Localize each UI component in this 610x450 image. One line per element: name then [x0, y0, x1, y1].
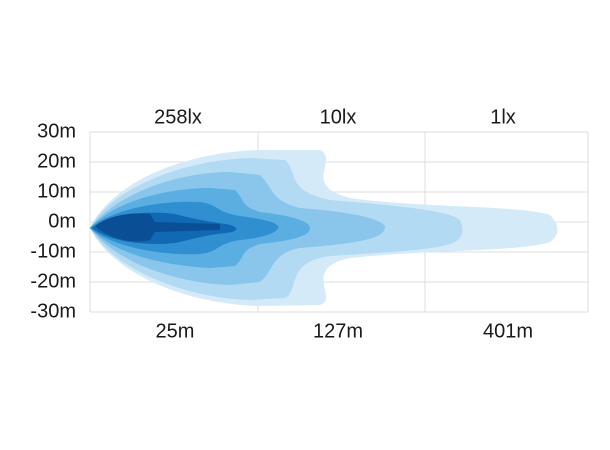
y-label: -20m: [30, 270, 76, 292]
lux-label: 1lx: [490, 106, 516, 128]
lux-label: 258lx: [154, 106, 202, 128]
distance-labels: 25m 127m 401m: [156, 320, 533, 342]
y-labels: 30m 20m 10m 0m -10m -20m -30m: [30, 120, 76, 322]
distance-label: 25m: [156, 320, 195, 342]
distance-label: 127m: [313, 320, 363, 342]
y-label: 30m: [37, 120, 76, 142]
y-label: 20m: [37, 150, 76, 172]
distance-label: 401m: [483, 320, 533, 342]
y-label: -30m: [30, 300, 76, 322]
lux-label: 10lx: [320, 106, 357, 128]
y-label: 0m: [48, 210, 76, 232]
y-label: -10m: [30, 240, 76, 262]
beam-contours: [90, 150, 558, 306]
y-label: 10m: [37, 180, 76, 202]
lux-labels: 258lx 10lx 1lx: [154, 106, 516, 128]
